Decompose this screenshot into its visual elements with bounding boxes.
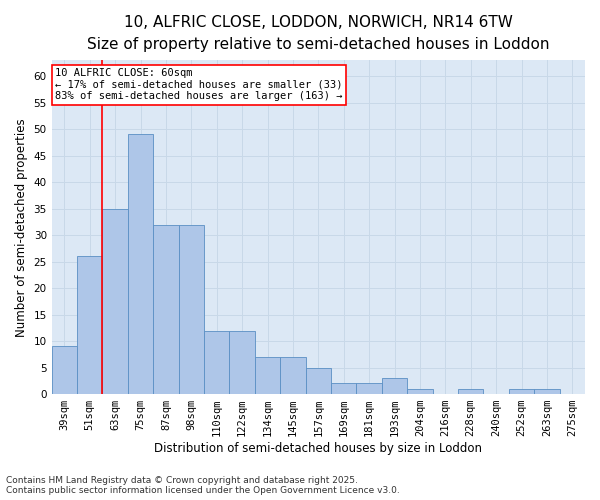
Bar: [229, 330, 255, 394]
Bar: [103, 208, 128, 394]
Bar: [331, 384, 356, 394]
Bar: [305, 368, 331, 394]
Bar: [128, 134, 153, 394]
Bar: [77, 256, 103, 394]
Bar: [407, 389, 433, 394]
Text: 10 ALFRIC CLOSE: 60sqm
← 17% of semi-detached houses are smaller (33)
83% of sem: 10 ALFRIC CLOSE: 60sqm ← 17% of semi-det…: [55, 68, 343, 102]
Bar: [204, 330, 229, 394]
Bar: [52, 346, 77, 394]
Bar: [153, 224, 179, 394]
Bar: [280, 357, 305, 394]
Y-axis label: Number of semi-detached properties: Number of semi-detached properties: [15, 118, 28, 336]
Bar: [356, 384, 382, 394]
Bar: [458, 389, 484, 394]
Title: 10, ALFRIC CLOSE, LODDON, NORWICH, NR14 6TW
Size of property relative to semi-de: 10, ALFRIC CLOSE, LODDON, NORWICH, NR14 …: [87, 15, 550, 52]
Bar: [509, 389, 534, 394]
Bar: [179, 224, 204, 394]
Bar: [382, 378, 407, 394]
Bar: [255, 357, 280, 394]
X-axis label: Distribution of semi-detached houses by size in Loddon: Distribution of semi-detached houses by …: [154, 442, 482, 455]
Bar: [534, 389, 560, 394]
Text: Contains HM Land Registry data © Crown copyright and database right 2025.
Contai: Contains HM Land Registry data © Crown c…: [6, 476, 400, 495]
